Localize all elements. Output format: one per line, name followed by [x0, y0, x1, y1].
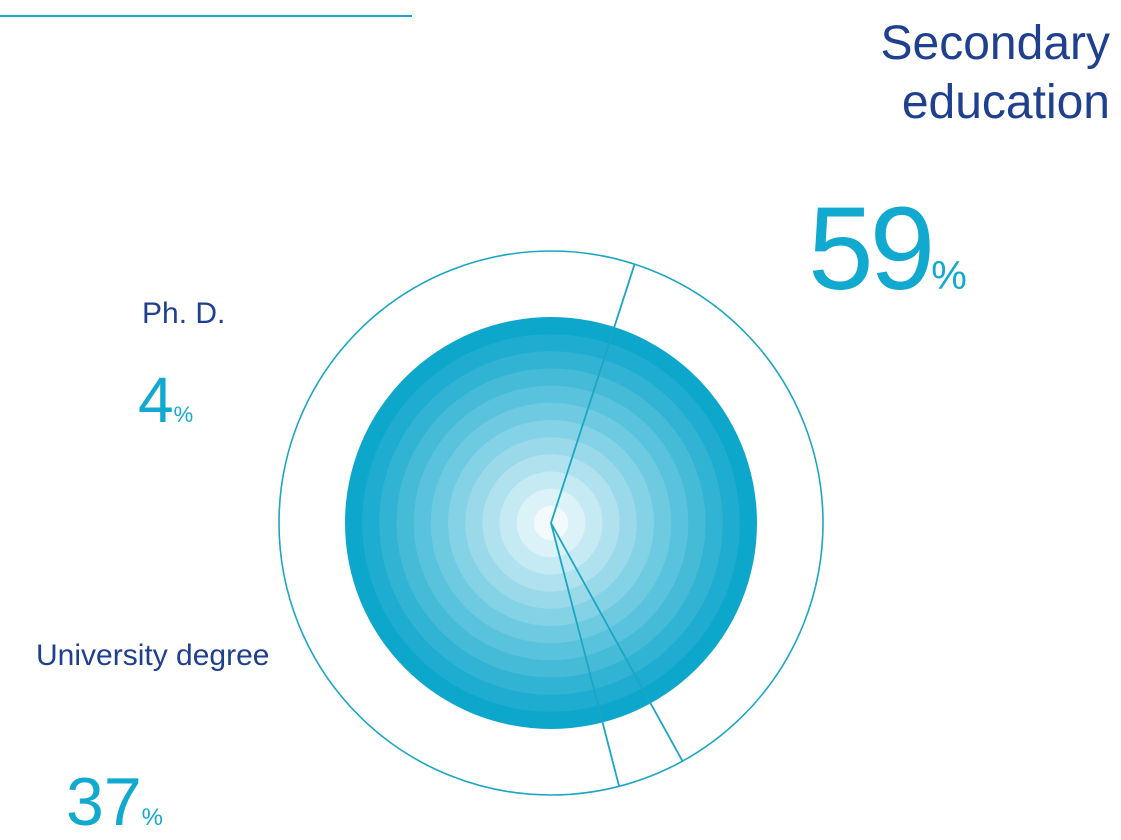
- pie-outline: [278, 250, 824, 796]
- label-secondary-education: Secondary education: [880, 17, 1110, 130]
- value-secondary-education: 59%: [808, 183, 967, 315]
- label-university-degree: University degree: [36, 639, 270, 672]
- value-phd: 4%: [138, 364, 194, 436]
- label-phd: Ph. D.: [142, 297, 226, 330]
- divider-university-phd: [550, 522, 684, 762]
- top-divider-line: [0, 15, 412, 17]
- value-university-degree: 37%: [66, 764, 163, 840]
- divider-secondary-university: [550, 263, 636, 524]
- divider-phd-secondary: [550, 522, 620, 787]
